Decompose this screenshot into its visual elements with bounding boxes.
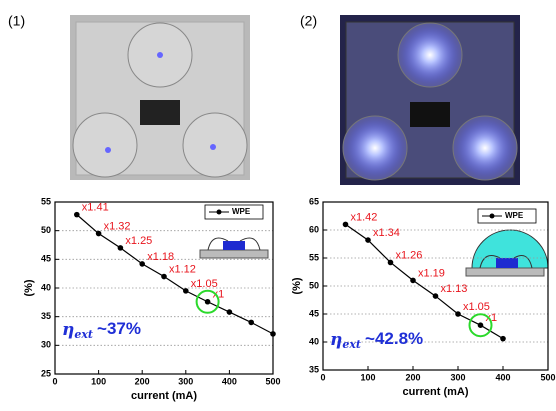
panel-label: (1) bbox=[8, 13, 25, 29]
y-tick-label: 35 bbox=[41, 311, 51, 321]
figure: (1)253035404550550100200300400500current… bbox=[0, 0, 556, 406]
y-tick-label: 40 bbox=[309, 336, 319, 346]
y-axis-label: (%) bbox=[23, 279, 35, 296]
y-tick-label: 30 bbox=[41, 340, 51, 350]
eta-value: ~42.8% bbox=[365, 329, 423, 348]
x-tick-label: 300 bbox=[178, 376, 193, 386]
data-point bbox=[248, 320, 254, 326]
x-tick-label: 400 bbox=[495, 372, 510, 382]
x-tick-label: 0 bbox=[320, 372, 325, 382]
x-tick-label: 0 bbox=[52, 376, 57, 386]
point-label: x1.05 bbox=[463, 301, 490, 313]
legend-marker bbox=[490, 214, 495, 219]
y-axis-label: (%) bbox=[291, 277, 303, 294]
data-point bbox=[96, 231, 102, 237]
eta-subscript: ext bbox=[342, 338, 361, 351]
legend-label: WPE bbox=[232, 207, 251, 216]
eta-symbol: η bbox=[330, 330, 342, 350]
data-point bbox=[118, 245, 124, 251]
data-point bbox=[205, 299, 211, 305]
data-point bbox=[433, 293, 439, 299]
data-point bbox=[388, 260, 394, 266]
y-tick-label: 25 bbox=[41, 368, 51, 378]
point-label: x1.19 bbox=[418, 267, 445, 279]
data-point bbox=[478, 322, 484, 328]
x-tick-label: 500 bbox=[540, 372, 555, 382]
x-tick-label: 500 bbox=[265, 376, 280, 386]
data-point bbox=[410, 278, 416, 284]
x-axis-label: current (mA) bbox=[131, 390, 197, 402]
y-tick-label: 50 bbox=[309, 280, 319, 290]
led-dome-icon bbox=[466, 230, 548, 276]
point-label: x1.25 bbox=[125, 235, 152, 247]
x-tick-label: 400 bbox=[222, 376, 237, 386]
efficiency-annotation: ηext ~37% bbox=[62, 319, 141, 341]
photo-off bbox=[70, 15, 250, 180]
y-tick-label: 35 bbox=[309, 364, 319, 374]
y-tick-label: 55 bbox=[309, 252, 319, 262]
data-point bbox=[227, 309, 233, 315]
legend-marker bbox=[217, 210, 222, 215]
eta-symbol: η bbox=[62, 320, 74, 340]
point-label: x1.18 bbox=[147, 251, 174, 263]
point-label: x1.42 bbox=[351, 211, 378, 223]
point-label: x1.41 bbox=[82, 202, 109, 214]
x-axis-label: current (mA) bbox=[402, 386, 468, 398]
y-tick-label: 50 bbox=[41, 225, 51, 235]
x-tick-label: 100 bbox=[91, 376, 106, 386]
data-point bbox=[455, 311, 461, 317]
eta-subscript: ext bbox=[74, 328, 93, 341]
y-tick-label: 45 bbox=[41, 254, 51, 264]
data-point bbox=[343, 222, 349, 228]
photo-on bbox=[340, 15, 520, 185]
data-point bbox=[161, 274, 167, 280]
panel-label: (2) bbox=[300, 13, 317, 29]
y-tick-label: 65 bbox=[309, 196, 319, 206]
legend-label: WPE bbox=[505, 211, 524, 220]
point-label: x1.32 bbox=[104, 220, 131, 232]
data-point bbox=[183, 288, 189, 294]
efficiency-annotation: ηext ~42.8% bbox=[330, 329, 423, 351]
data-point bbox=[139, 261, 145, 267]
point-label: x1.26 bbox=[396, 249, 423, 261]
data-point bbox=[365, 237, 371, 243]
y-tick-label: 40 bbox=[41, 282, 51, 292]
x-tick-label: 300 bbox=[450, 372, 465, 382]
point-label: x1.34 bbox=[373, 227, 400, 239]
y-tick-label: 45 bbox=[309, 308, 319, 318]
point-label: x1.13 bbox=[441, 283, 468, 295]
data-point bbox=[500, 336, 506, 342]
led-chip-icon bbox=[200, 238, 268, 258]
y-tick-label: 60 bbox=[309, 224, 319, 234]
x-tick-label: 200 bbox=[405, 372, 420, 382]
data-point bbox=[270, 331, 276, 337]
data-point bbox=[74, 212, 80, 218]
x-tick-label: 200 bbox=[135, 376, 150, 386]
point-label: x1.12 bbox=[169, 263, 196, 275]
eta-value: ~37% bbox=[97, 319, 141, 338]
x-tick-label: 100 bbox=[360, 372, 375, 382]
y-tick-label: 55 bbox=[41, 196, 51, 206]
